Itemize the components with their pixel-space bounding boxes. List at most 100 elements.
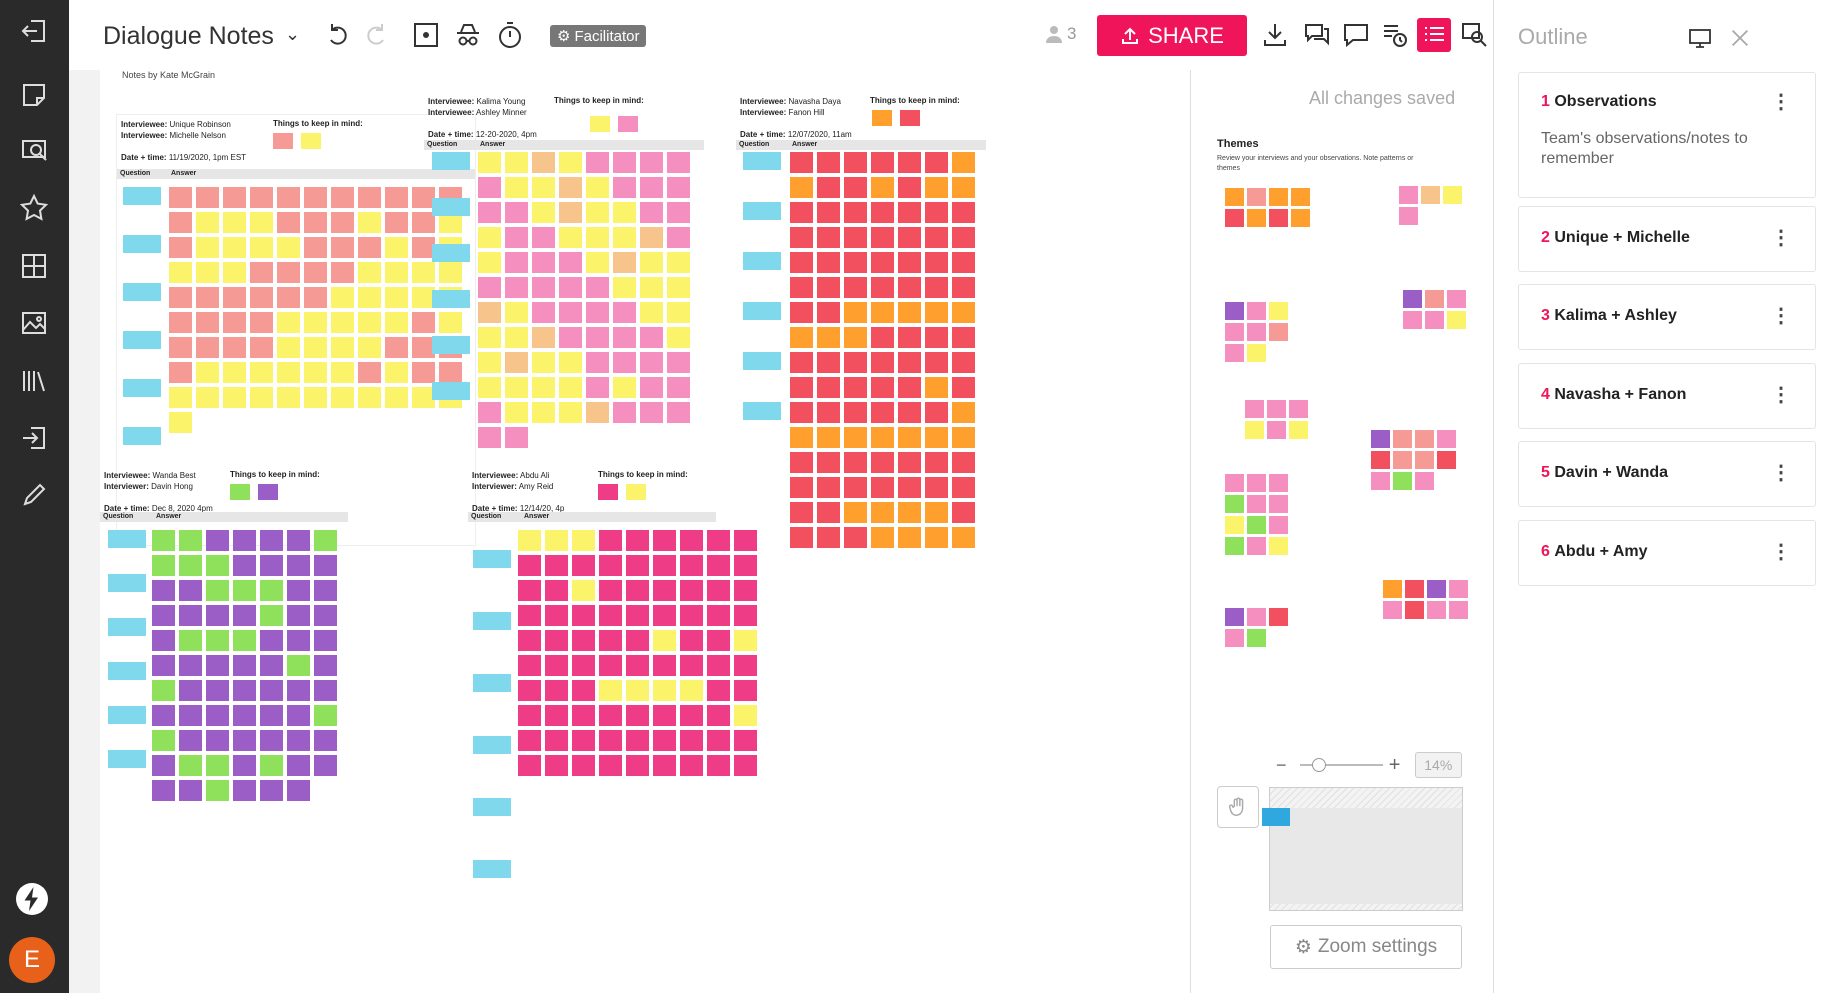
- sticky-note[interactable]: [233, 605, 256, 626]
- sticky-note[interactable]: [1393, 451, 1412, 469]
- sticky-note[interactable]: [545, 555, 568, 576]
- sticky-note[interactable]: [206, 630, 229, 651]
- sticky-note[interactable]: [545, 530, 568, 551]
- sticky-note[interactable]: [790, 277, 813, 298]
- question-note[interactable]: [123, 379, 161, 397]
- sticky-note[interactable]: [952, 252, 975, 273]
- outline-item-unique-michelle[interactable]: 2 Unique + Michelle ⋮: [1518, 206, 1816, 272]
- sticky-note[interactable]: [898, 227, 921, 248]
- tag-note[interactable]: [273, 133, 293, 149]
- sticky-note[interactable]: [1405, 601, 1424, 619]
- sticky-note[interactable]: [586, 327, 609, 348]
- sticky-note[interactable]: [260, 555, 283, 576]
- sticky-note[interactable]: [1403, 311, 1422, 329]
- question-note[interactable]: [743, 302, 781, 320]
- close-icon[interactable]: [1726, 24, 1754, 52]
- sticky-note[interactable]: [925, 152, 948, 173]
- sticky-note[interactable]: [478, 152, 501, 173]
- sticky-note[interactable]: [518, 655, 541, 676]
- sticky-note[interactable]: [152, 730, 175, 751]
- sticky-note[interactable]: [260, 780, 283, 801]
- more-options-icon[interactable]: ⋮: [1771, 227, 1791, 249]
- theme-cluster[interactable]: [1225, 188, 1313, 227]
- question-note[interactable]: [432, 336, 470, 354]
- sticky-note[interactable]: [952, 452, 975, 473]
- sticky-note[interactable]: [545, 630, 568, 651]
- question-note[interactable]: [473, 860, 511, 878]
- sticky-note[interactable]: [358, 362, 381, 383]
- question-note[interactable]: [743, 352, 781, 370]
- tag-note[interactable]: [301, 133, 321, 149]
- sticky-note[interactable]: [898, 302, 921, 323]
- sticky-note[interactable]: [179, 605, 202, 626]
- zoom-slider[interactable]: [1299, 758, 1383, 772]
- sticky-note[interactable]: [844, 177, 867, 198]
- sticky-note[interactable]: [314, 555, 337, 576]
- sticky-note[interactable]: [223, 337, 246, 358]
- sticky-note[interactable]: [559, 227, 582, 248]
- sticky-note[interactable]: [844, 202, 867, 223]
- sticky-note[interactable]: [817, 477, 840, 498]
- sticky-note[interactable]: [707, 555, 730, 576]
- sticky-note[interactable]: [545, 755, 568, 776]
- sticky-note[interactable]: [169, 412, 192, 433]
- sticky-note[interactable]: [1399, 186, 1418, 204]
- sticky-note[interactable]: [532, 152, 555, 173]
- sticky-note[interactable]: [640, 152, 663, 173]
- sticky-note[interactable]: [790, 502, 813, 523]
- sticky-note[interactable]: [871, 277, 894, 298]
- zoom-out-button[interactable]: −: [1276, 754, 1287, 775]
- sticky-note[interactable]: [179, 680, 202, 701]
- sticky-note[interactable]: [898, 527, 921, 548]
- sticky-note[interactable]: [304, 262, 327, 283]
- sticky-note[interactable]: [653, 630, 676, 651]
- sticky-note[interactable]: [196, 312, 219, 333]
- sticky-note[interactable]: [1269, 608, 1288, 626]
- sticky-note[interactable]: [1371, 472, 1390, 490]
- board-title[interactable]: Dialogue Notes: [103, 22, 274, 50]
- sticky-note[interactable]: [179, 755, 202, 776]
- minimap[interactable]: [1262, 787, 1463, 911]
- sticky-note[interactable]: [233, 730, 256, 751]
- sticky-note[interactable]: [707, 630, 730, 651]
- sticky-note[interactable]: [196, 387, 219, 408]
- sticky-note[interactable]: [277, 262, 300, 283]
- sticky-note[interactable]: [314, 605, 337, 626]
- sticky-note[interactable]: [871, 502, 894, 523]
- sticky-note[interactable]: [478, 427, 501, 448]
- present-icon[interactable]: [1686, 24, 1714, 52]
- session-frame-unique-michelle[interactable]: Interviewee: Unique Robinson Interviewee…: [116, 114, 476, 546]
- sticky-note[interactable]: [233, 780, 256, 801]
- sticky-note[interactable]: [1225, 344, 1244, 362]
- sticky-note[interactable]: [586, 252, 609, 273]
- sticky-note[interactable]: [680, 630, 703, 651]
- sticky-note[interactable]: [817, 402, 840, 423]
- more-options-icon[interactable]: ⋮: [1771, 305, 1791, 327]
- sticky-note[interactable]: [532, 302, 555, 323]
- sticky-note[interactable]: [505, 377, 528, 398]
- sticky-note[interactable]: [250, 362, 273, 383]
- sticky-note[interactable]: [385, 387, 408, 408]
- sticky-note[interactable]: [152, 605, 175, 626]
- sticky-note[interactable]: [358, 287, 381, 308]
- sticky-note[interactable]: [790, 352, 813, 373]
- sticky-note[interactable]: [206, 705, 229, 726]
- sticky-note[interactable]: [331, 362, 354, 383]
- sticky-note[interactable]: [152, 530, 175, 551]
- sticky-note[interactable]: [277, 187, 300, 208]
- sticky-note[interactable]: [599, 605, 622, 626]
- sticky-note[interactable]: [412, 362, 435, 383]
- sticky-note[interactable]: [871, 252, 894, 273]
- sticky-note[interactable]: [206, 780, 229, 801]
- incognito-icon[interactable]: [451, 18, 485, 52]
- sticky-note[interactable]: [790, 302, 813, 323]
- sticky-note[interactable]: [287, 655, 310, 676]
- sticky-note[interactable]: [844, 227, 867, 248]
- sticky-note[interactable]: [260, 755, 283, 776]
- question-note[interactable]: [108, 530, 146, 548]
- sticky-note[interactable]: [680, 655, 703, 676]
- sticky-note[interactable]: [169, 287, 192, 308]
- sticky-note[interactable]: [1269, 323, 1288, 341]
- sticky-note[interactable]: [331, 237, 354, 258]
- sticky-note[interactable]: [358, 262, 381, 283]
